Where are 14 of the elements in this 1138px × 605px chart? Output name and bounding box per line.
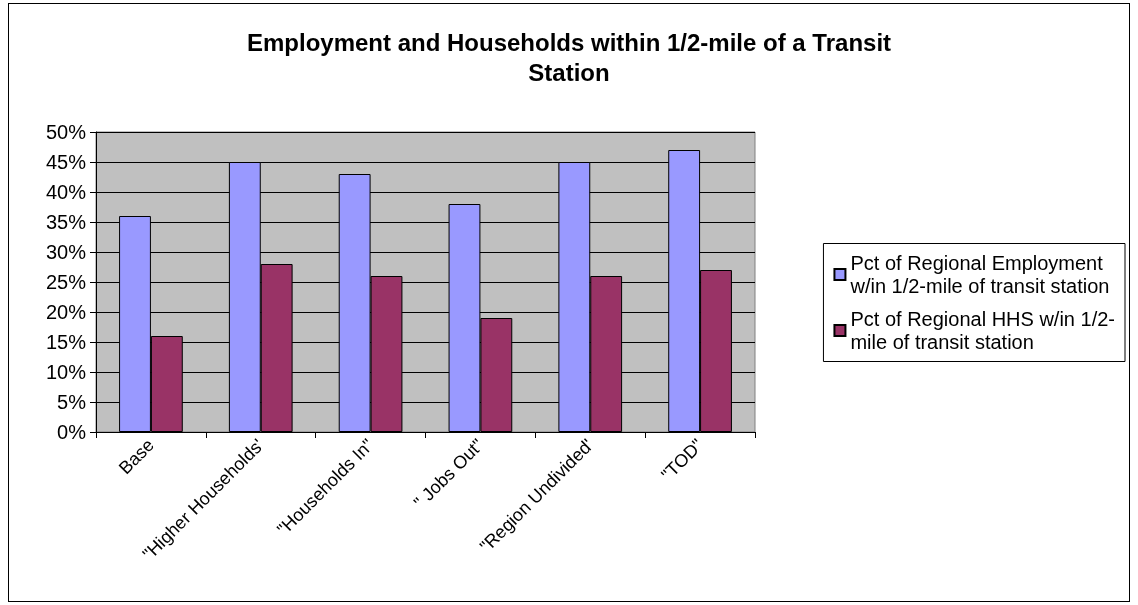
y-tick-label: 30%: [45, 241, 87, 263]
legend-label: Pct of Regional HHS w/in 1/2-mile of transit station: [850, 308, 1115, 353]
y-tick-label: 40%: [45, 181, 87, 203]
y-tick-label: 25%: [45, 271, 87, 293]
chart-title: Employment and Households within 1/2-mile of a Transit Station: [246, 28, 892, 86]
y-tick-label: 15%: [45, 331, 87, 353]
y-tick-label: 5%: [57, 391, 87, 413]
y-tick-label: 20%: [45, 301, 87, 323]
y-tick-label: 0%: [57, 421, 87, 443]
legend-label: Pct of Regional Employment w/in 1/2-mile of transit station: [849, 252, 1110, 297]
y-tick-label: 10%: [45, 361, 87, 383]
y-tick-label: 45%: [45, 151, 87, 173]
y-tick-label: 50%: [45, 121, 87, 143]
y-tick-label: 35%: [45, 211, 87, 233]
